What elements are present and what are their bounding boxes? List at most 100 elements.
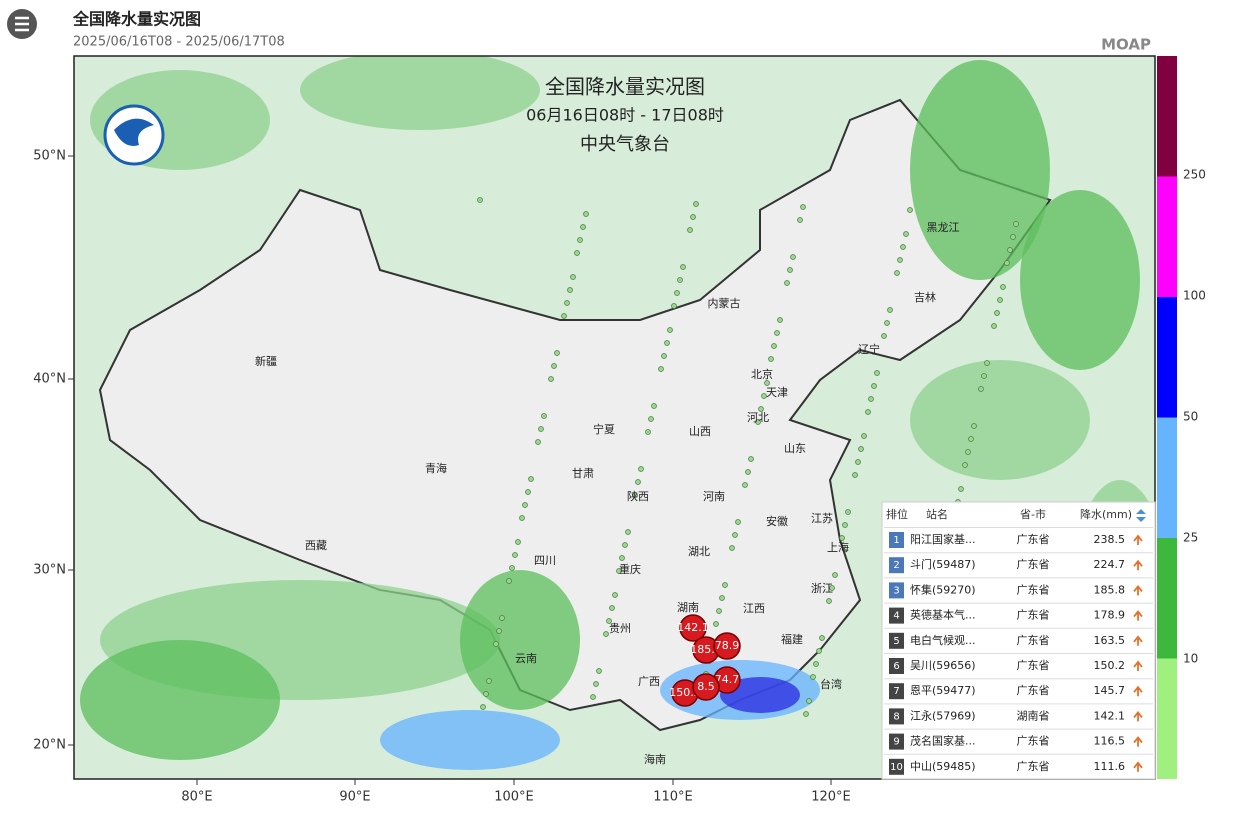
rain-area <box>1020 190 1140 370</box>
province: 湖南省 <box>1017 709 1050 722</box>
legend-label: 50 <box>1183 410 1198 424</box>
rank-badge <box>889 532 904 548</box>
up-arrow <box>1133 685 1143 697</box>
station-dot <box>509 565 515 571</box>
precip-value: 238.5 <box>1094 533 1126 546</box>
station-name: 斗门(59487) <box>910 557 976 571</box>
station-dot <box>687 227 693 233</box>
region-label: 辽宁 <box>858 342 880 356</box>
station-dot <box>538 426 544 432</box>
station-dot <box>619 555 625 561</box>
station-dot <box>1007 247 1013 253</box>
station-dot <box>855 459 861 465</box>
province: 广东省 <box>1017 634 1050 647</box>
region-label: 内蒙古 <box>708 296 741 310</box>
rank-badge <box>889 582 904 599</box>
region-label: 河南 <box>703 490 725 503</box>
station-name: 电白气候观... <box>910 633 976 647</box>
region-label: 广西 <box>638 675 660 688</box>
rain-area <box>80 640 280 760</box>
station-dot <box>852 472 858 478</box>
station-dot <box>651 403 657 409</box>
precip-value: 142.1 <box>1094 709 1126 722</box>
precip-value: 116.5 <box>1094 735 1126 748</box>
station-dot <box>583 211 589 217</box>
station-dot <box>1000 284 1006 290</box>
region-label: 安徽 <box>766 514 788 528</box>
precip-value: 145.7 <box>1094 684 1126 697</box>
station-dot <box>528 476 534 482</box>
region-label: 湖北 <box>688 545 710 558</box>
station-dot <box>984 360 990 366</box>
station-dot <box>658 366 664 372</box>
station-dot <box>622 542 628 548</box>
station-dot <box>764 380 770 386</box>
station-dot <box>535 439 541 445</box>
region-label: 福建 <box>781 632 803 646</box>
station-dot <box>612 592 618 598</box>
station-dot <box>829 585 835 591</box>
station-dot <box>803 711 809 717</box>
precip-value: 185.8 <box>1094 583 1126 596</box>
region-label: 新疆 <box>255 354 277 368</box>
station-dot <box>881 333 887 339</box>
station-dot <box>719 595 725 601</box>
region-label: 黑龙江 <box>927 221 960 234</box>
station-dot <box>616 568 622 574</box>
rank: 4 <box>893 611 899 622</box>
table-header: 省-市 <box>1020 507 1046 521</box>
rain-area <box>460 570 580 710</box>
station-dot <box>515 539 521 545</box>
station-dot <box>596 668 602 674</box>
legend-label: 10 <box>1183 652 1198 666</box>
rain-marker <box>679 614 707 642</box>
station-dot <box>1013 221 1019 227</box>
rank-badge <box>889 758 904 775</box>
station-dot <box>806 698 812 704</box>
station-name: 茂名国家基... <box>910 734 976 748</box>
station-dot <box>997 297 1003 303</box>
station-name: 中山(59485) <box>910 760 976 773</box>
station-dot <box>774 330 780 336</box>
station-dot <box>625 529 631 535</box>
rank-badge <box>889 557 904 574</box>
precip-value: 111.6 <box>1094 760 1126 773</box>
region-label: 台湾 <box>820 677 842 691</box>
station-dot <box>548 376 554 382</box>
station-dot <box>590 694 596 700</box>
station-dot <box>603 631 609 637</box>
station-dot <box>729 545 735 551</box>
lon-label: 120°E <box>811 790 851 805</box>
station-dot <box>777 317 783 323</box>
station-dot <box>994 310 1000 316</box>
station-dot <box>525 489 531 495</box>
lon-label: 90°E <box>339 790 370 805</box>
station-dot <box>981 373 987 379</box>
station-dot <box>564 300 570 306</box>
legend-band <box>1157 176 1177 297</box>
station-dot <box>900 244 906 250</box>
station-name: 恩平(59477) <box>910 684 976 697</box>
region-label: 浙江 <box>811 582 833 595</box>
station-dot <box>551 363 557 369</box>
legend-label: 100 <box>1183 289 1206 303</box>
station-dot <box>732 532 738 538</box>
rank: 10 <box>890 762 903 773</box>
station-dot <box>664 340 670 346</box>
station-dot <box>1010 234 1016 240</box>
station-dot <box>907 207 913 213</box>
map-frame <box>73 55 1156 780</box>
station-dot <box>991 323 997 329</box>
rank: 5 <box>893 636 899 647</box>
rank-badge <box>889 708 904 725</box>
up-arrow <box>1133 534 1143 545</box>
station-dot <box>606 618 612 624</box>
region-label: 海南 <box>644 752 666 766</box>
station-dot <box>861 433 867 439</box>
station-dot <box>522 502 528 508</box>
station-dot <box>512 552 518 558</box>
rank: 9 <box>893 737 899 748</box>
station-dot <box>865 409 871 415</box>
map-agency: 中央气象台 <box>580 134 670 155</box>
